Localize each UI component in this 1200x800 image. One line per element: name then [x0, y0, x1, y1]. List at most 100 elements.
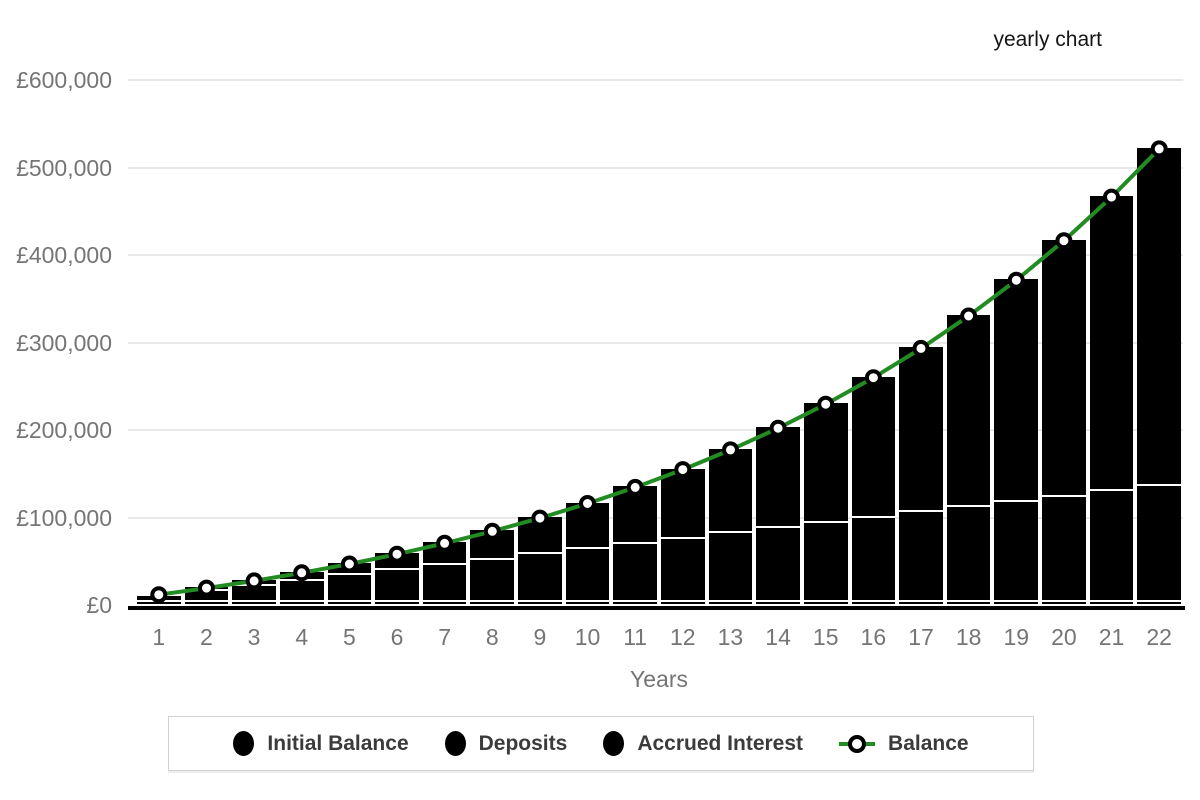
gridline [128, 166, 1183, 169]
segment-separator [518, 599, 562, 602]
balance-line-marker-icon [839, 734, 876, 754]
bar-year-16 [851, 376, 896, 604]
balance-line-layer [150, 140, 1168, 604]
segment-separator [613, 541, 657, 544]
balance-marker [769, 419, 787, 437]
x-axis-tick-label: 14 [765, 624, 791, 650]
x-axis-tick-label: 13 [717, 624, 744, 650]
balance-marker [722, 441, 739, 459]
bar-year-11 [613, 486, 657, 604]
legend-item-deposits[interactable]: Deposits [444, 731, 568, 756]
y-axis-tick-label: £400,000 [16, 242, 112, 268]
series-dot-icon [603, 731, 625, 756]
segment-separator [899, 510, 943, 513]
bar-year-20 [1042, 239, 1086, 604]
x-axis-tick-label: 9 [533, 624, 547, 650]
y-axis-tick-label: £600,000 [16, 67, 112, 93]
balance-marker [1150, 140, 1168, 158]
balance-marker [340, 555, 358, 573]
bar-year-17 [899, 347, 943, 604]
segment-separator [375, 599, 419, 602]
bar-year-18 [946, 315, 991, 604]
legend-label: Balance [888, 731, 969, 755]
balance-marker [1055, 232, 1073, 250]
balance-line [158, 147, 1161, 597]
x-axis-tick-label: 16 [860, 624, 887, 650]
segment-separator [565, 547, 610, 550]
balance-marker [1007, 271, 1025, 289]
series-dot-icon [233, 731, 255, 756]
chart-title: yearly chart [993, 28, 1102, 51]
x-axis-tick-label: 10 [574, 624, 601, 650]
bar-year-21 [1089, 196, 1134, 604]
ring-marker-icon [848, 734, 867, 753]
balance-marker [817, 395, 835, 413]
gridline [128, 341, 1183, 344]
legend-item-accrued-interest[interactable]: Accrued Interest [603, 731, 803, 756]
x-axis-tick-label: 4 [295, 624, 309, 650]
x-axis-tick-label: 15 [812, 624, 839, 650]
balance-marker [626, 478, 644, 496]
balance-marker [579, 495, 596, 512]
bar-year-9 [518, 517, 562, 604]
y-axis-tick-label: £0 [86, 592, 112, 618]
x-axis-tick-label: 18 [955, 624, 982, 650]
x-axis-tick-label: 5 [342, 624, 356, 650]
segment-separator [899, 599, 943, 602]
y-axis-tick-label: £200,000 [16, 417, 112, 443]
legend-item-balance[interactable]: Balance [839, 732, 969, 756]
segment-separator [327, 599, 372, 602]
x-axis-tick-label: 11 [623, 624, 648, 650]
balance-marker [864, 369, 882, 387]
bar-year-22 [1137, 147, 1181, 604]
balance-marker [483, 522, 501, 540]
y-axis-labels: £600,000 £500,000 £400,000 £300,000 £200,000… [0, 68, 112, 617]
segment-separator [661, 599, 705, 602]
bar-year-12 [661, 468, 705, 604]
x-axis-tick-label: 8 [485, 624, 499, 650]
legend-label: Deposits [478, 731, 568, 755]
bar-year-8 [470, 530, 515, 604]
x-axis-title: Years [630, 666, 688, 692]
balance-marker [674, 461, 692, 479]
segment-separator [946, 599, 991, 602]
balance-marker [912, 339, 930, 357]
segment-separator [184, 599, 229, 602]
plot-area [128, 79, 1183, 605]
legend-label: Initial Balance [267, 731, 409, 755]
x-axis-tick-label: 6 [390, 624, 404, 650]
balance-marker [150, 586, 168, 604]
segment-separator [994, 499, 1039, 502]
segment-separator [803, 520, 848, 523]
legend: Initial Balance Deposits Accrued Interest B… [168, 716, 1034, 771]
bar-year-19 [994, 279, 1039, 604]
segment-separator [1137, 599, 1181, 602]
x-axis-tick-label: 1 [152, 624, 166, 650]
x-axis-line [128, 606, 1185, 610]
balance-marker [388, 545, 406, 563]
legend-item-initial-balance[interactable]: Initial Balance [233, 731, 409, 756]
segment-separator [422, 562, 467, 565]
segment-separator [470, 557, 515, 560]
segment-separator [946, 505, 991, 508]
segment-separator [1042, 599, 1086, 602]
x-axis-tick-label: 7 [438, 624, 452, 650]
x-axis-tick-label: 3 [247, 624, 261, 650]
segment-separator [851, 599, 896, 602]
bar-year-13 [708, 448, 753, 604]
segment-separator [232, 599, 276, 602]
x-axis-tick-label: 19 [1003, 624, 1030, 650]
y-axis-tick-label: £500,000 [16, 154, 112, 181]
segment-separator [1089, 599, 1134, 602]
segment-separator [518, 552, 562, 555]
segment-separator [994, 599, 1039, 602]
segment-separator [708, 599, 753, 602]
x-axis-tick-label: 20 [1051, 624, 1077, 650]
x-axis-labels: 1 2 3 4 5 6 7 8 9 10 11 12 13 14 15 16 17 18 19 20 21 22 [135, 624, 1183, 654]
segment-separator [851, 515, 896, 518]
segment-separator [1089, 489, 1134, 492]
gridline [128, 79, 1183, 81]
segment-separator [756, 526, 800, 529]
x-axis-tick-label: 22 [1146, 624, 1172, 650]
